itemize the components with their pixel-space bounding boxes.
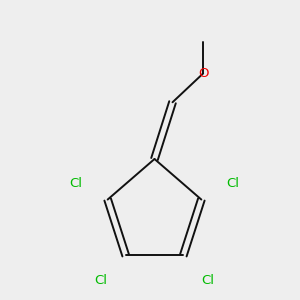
Text: Cl: Cl [201, 274, 214, 287]
Text: Cl: Cl [226, 177, 240, 190]
Text: Cl: Cl [69, 177, 82, 190]
Text: O: O [198, 67, 208, 80]
Text: Cl: Cl [95, 274, 108, 287]
